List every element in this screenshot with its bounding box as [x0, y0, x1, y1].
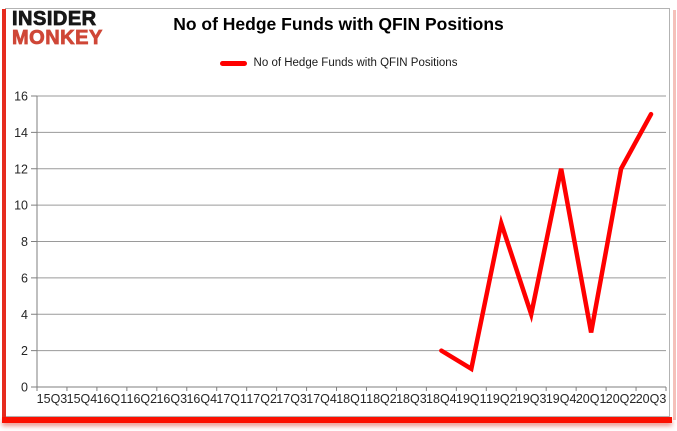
y-tick-label: 16: [14, 90, 28, 104]
x-axis-labels: 15Q3 15Q4 16Q1 16Q2 16Q3 16Q4 17Q1 17Q2 17Q3 17Q4…: [37, 392, 667, 406]
legend: No of Hedge Funds with QFIN Positions: [0, 57, 677, 69]
x-tick-label: 19Q1: [456, 392, 487, 406]
right-accent-border: [673, 10, 676, 420]
x-tick-label: 16Q2: [127, 392, 158, 406]
x-tick-label: 15Q3: [37, 392, 68, 406]
x-tick-label: 17Q2: [246, 392, 277, 406]
y-tick-label: 6: [21, 271, 28, 285]
x-tick-label: 17Q4: [306, 392, 337, 406]
x-tick-label: 15Q4: [67, 392, 98, 406]
x-tick-label: 17Q3: [276, 392, 307, 406]
left-accent-border: [2, 9, 6, 423]
chart-title: No of Hedge Funds with QFIN Positions: [173, 14, 504, 34]
y-tick-label: 12: [14, 162, 28, 176]
x-tick-label: 19Q2: [486, 392, 517, 406]
x-axis-ticks: [36, 387, 667, 391]
x-tick-label: 19Q4: [546, 392, 577, 406]
x-tick-label: 17Q1: [216, 392, 247, 406]
y-axis-labels: 0 2 4 6 8 10 12 14 16: [14, 90, 37, 395]
chart-frame: [5, 8, 670, 417]
bottom-accent-border: [2, 417, 672, 423]
x-tick-label: 16Q3: [156, 392, 187, 406]
x-tick-label: 18Q3: [396, 392, 427, 406]
insider-monkey-logo: INSIDER MONKEY: [12, 8, 103, 49]
x-tick-label: 18Q2: [366, 392, 397, 406]
y-tick-label: 8: [21, 235, 28, 249]
y-tick-label: 14: [14, 126, 28, 140]
x-tick-label: 19Q3: [516, 392, 547, 406]
logo-word-insider: INSIDER: [12, 8, 97, 30]
y-tick-label: 2: [21, 344, 28, 358]
x-tick-label: 18Q1: [336, 392, 367, 406]
x-tick-label: 20Q2: [606, 392, 637, 406]
logo-word-monkey: MONKEY: [12, 27, 103, 49]
y-tick-label: 0: [21, 381, 28, 395]
x-tick-label: 16Q4: [186, 392, 217, 406]
legend-line-swatch: [219, 60, 247, 66]
y-tick-label: 10: [14, 199, 28, 213]
y-tick-label: 4: [21, 308, 28, 322]
x-tick-label: 16Q1: [97, 392, 128, 406]
x-tick-label: 18Q4: [426, 392, 457, 406]
x-tick-label: 20Q1: [576, 392, 607, 406]
qfin-series-line: [439, 111, 654, 373]
x-tick-label: 20Q3: [636, 392, 667, 406]
legend-label: No of Hedge Funds with QFIN Positions: [253, 57, 458, 69]
